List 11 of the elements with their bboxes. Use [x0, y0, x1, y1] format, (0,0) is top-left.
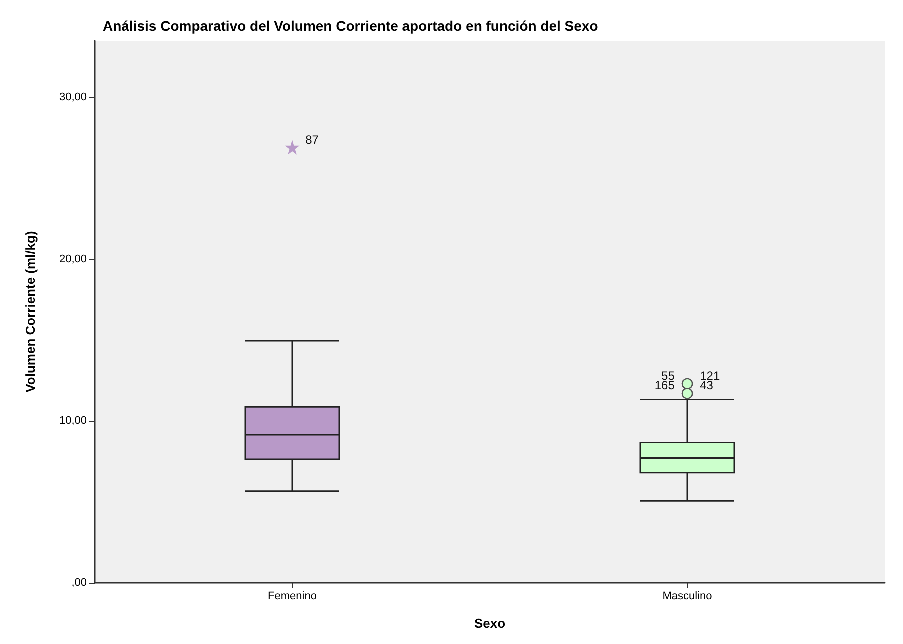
y-tick-label: 10,00 [59, 415, 87, 428]
annotation: 43 [700, 378, 714, 393]
x-tick-label: Femenino [268, 590, 317, 602]
annotation: 87 [306, 132, 320, 147]
y-axis-title: Volumen Corriente (ml/kg) [23, 231, 38, 393]
y-tick-label: 20,00 [59, 253, 87, 266]
chart-title: Análisis Comparativo del Volumen Corriente aportado en función del Sexo [103, 18, 598, 34]
y-tick-label: 30,00 [59, 92, 87, 104]
y-tick-label: ,00 [72, 577, 87, 589]
x-tick-label: Masculino [662, 590, 712, 602]
x-axis-title: Sexo [474, 616, 506, 631]
